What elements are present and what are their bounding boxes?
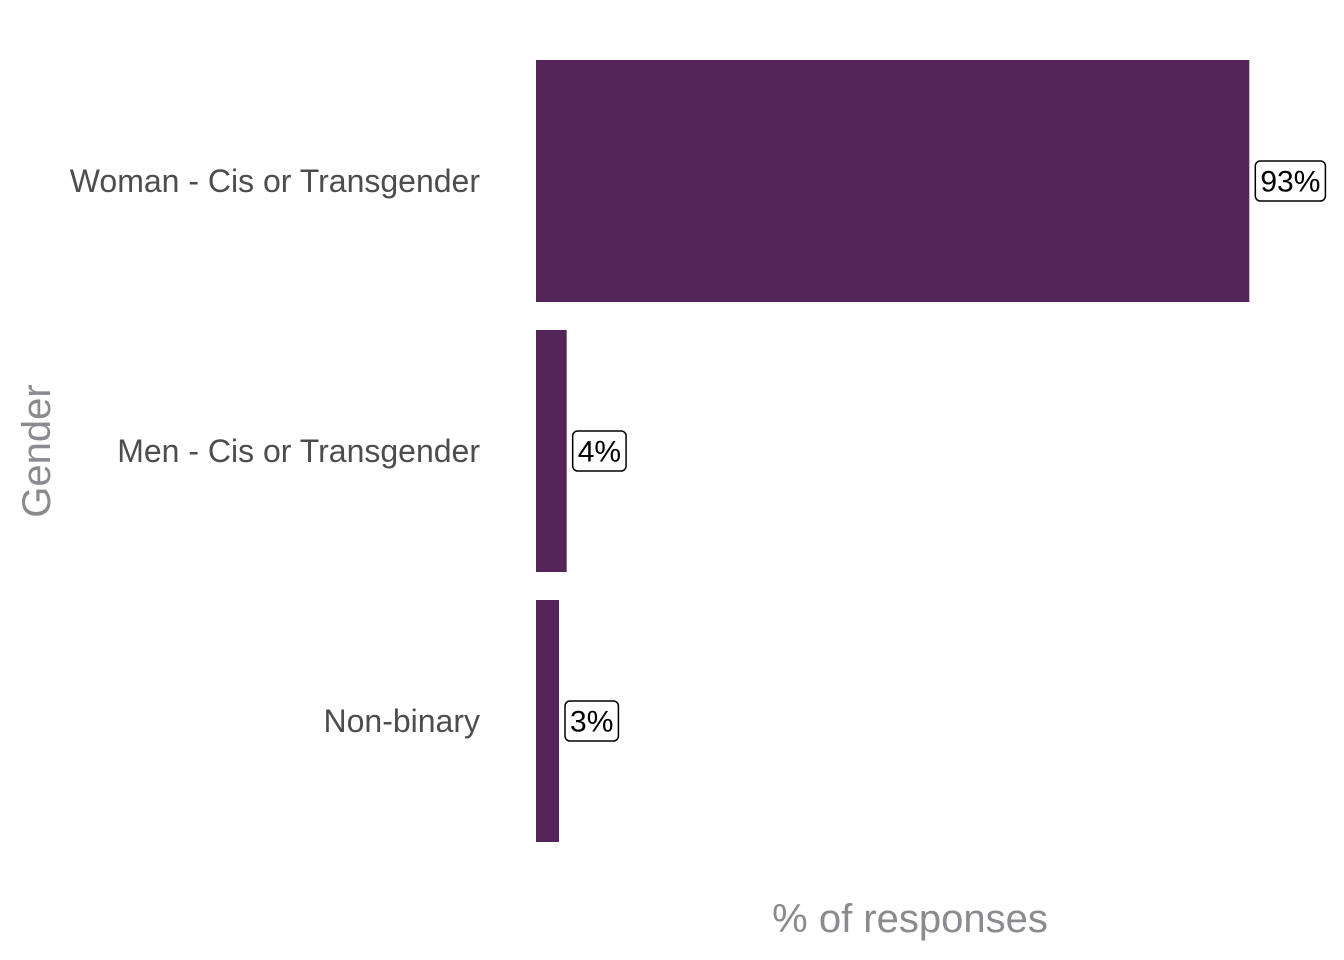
data-label-text: 3% — [570, 706, 613, 739]
data-labels: 93% 4% 3% — [564, 160, 1327, 742]
data-label-box — [564, 700, 620, 742]
bars-layer — [536, 60, 1250, 842]
data-label-box — [1254, 160, 1327, 202]
category-label: Men - Cis or Transgender — [117, 433, 480, 469]
y-axis-title: Gender — [15, 384, 59, 517]
data-label-text: 4% — [578, 436, 621, 469]
data-label-text: 93% — [1260, 166, 1320, 199]
data-label: 93% — [1254, 160, 1327, 202]
bar — [536, 60, 1250, 302]
data-label: 4% — [571, 430, 627, 472]
x-axis-title: % of responses — [772, 897, 1048, 941]
data-label-box — [571, 430, 627, 472]
category-labels: Woman - Cis or Transgender Men - Cis or T… — [70, 163, 481, 739]
bar — [536, 330, 567, 572]
category-label: Non-binary — [323, 703, 480, 739]
category-label: Woman - Cis or Transgender — [70, 163, 481, 199]
bar — [536, 600, 560, 842]
data-label: 3% — [564, 700, 620, 742]
